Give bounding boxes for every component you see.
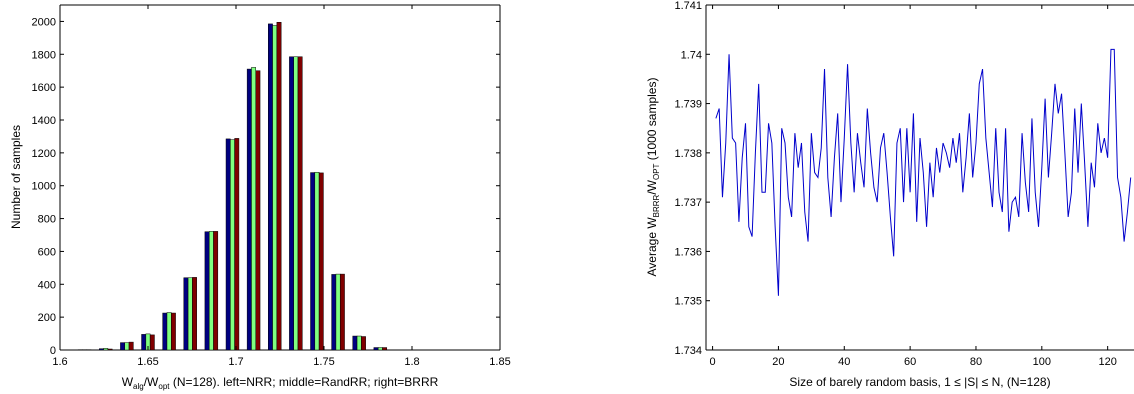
bar <box>246 68 252 351</box>
x-tick-label: 120 <box>1098 356 1116 368</box>
bar <box>128 341 134 351</box>
bar <box>331 274 337 351</box>
y-tick-label: 1.737 <box>674 197 702 209</box>
line-chart: 0 20 40 60 80 100 120 1.7341.7351.7361.7371.73… <box>645 0 1134 389</box>
bar <box>141 334 147 351</box>
x-tick-label: 100 <box>1033 356 1051 368</box>
x-tick-label: 1.65 <box>137 356 158 368</box>
bar <box>99 348 104 351</box>
y-tick-label: 2000 <box>32 16 56 28</box>
y-tick-label: 1800 <box>32 49 56 61</box>
y-tick-labels: 1.734 1.735 1.736 1.737 1.738 1.739 1.74 1.741 <box>674 0 710 357</box>
bar <box>107 348 113 351</box>
y-tick-label: 1200 <box>32 148 56 160</box>
x-tick-label: 60 <box>904 356 916 368</box>
histogram-chart: 1.6 1.65 1.7 1.75 1.8 1.85 020040060080010001… <box>9 4 511 391</box>
bar <box>272 25 278 351</box>
x-tick-label: 40 <box>838 356 850 368</box>
bar <box>339 273 345 351</box>
bar <box>166 312 172 351</box>
x-tick-label: 80 <box>970 356 982 368</box>
bar <box>162 312 168 351</box>
bars <box>77 22 388 351</box>
bar <box>204 231 210 351</box>
bar <box>213 231 219 351</box>
y-tick-label: 1600 <box>32 82 56 94</box>
bar <box>251 67 256 351</box>
x-axis-label: Size of barely random basis, 1 ≤ |S| ≤ N… <box>789 375 1050 389</box>
bar <box>310 172 316 351</box>
bar <box>293 56 299 351</box>
y-tick-label: 1.738 <box>674 148 702 160</box>
bar <box>255 70 261 351</box>
y-tick-label: 0 <box>50 345 56 357</box>
x-axis-label: Walg/Wopt (N=128). left=NRR; middle=Rand… <box>122 375 439 391</box>
y-tick-label: 600 <box>38 246 56 258</box>
y-tick-label: 1400 <box>32 115 56 127</box>
bar <box>314 171 320 351</box>
y-tick-label: 400 <box>38 279 56 291</box>
x-tick-label: 1.75 <box>313 356 334 368</box>
x-tick-label: 20 <box>772 356 784 368</box>
y-tick-label: 1.736 <box>674 246 702 258</box>
y-tick-label: 1.739 <box>674 99 702 111</box>
bar <box>124 342 130 351</box>
y-tick-label: 1.734 <box>674 345 702 357</box>
y-tick-labels: 0 200 400 600 800 1000 1200 1400 1600 1800 2000 <box>32 16 500 357</box>
bar <box>318 172 324 351</box>
x-tick-label: 1.6 <box>52 356 67 368</box>
bar <box>192 277 197 351</box>
bar <box>183 277 189 351</box>
bar <box>225 138 231 351</box>
y-tick-label: 1.735 <box>674 296 702 308</box>
bar <box>187 277 193 351</box>
bar <box>230 139 235 351</box>
bar <box>268 23 273 351</box>
x-tick-label: 0 <box>710 356 716 368</box>
y-tick-label: 1000 <box>32 181 56 193</box>
bar <box>208 231 214 351</box>
bar <box>352 335 358 351</box>
bar <box>149 334 155 351</box>
x-tick-label: 1.7 <box>228 356 243 368</box>
x-tick-labels: 1.6 1.65 1.7 1.75 1.8 1.85 <box>52 5 511 368</box>
x-tick-labels: 0 20 40 60 80 100 120 <box>710 5 1117 368</box>
bar <box>373 347 379 351</box>
bar <box>297 56 303 351</box>
y-axis-label: Number of samples <box>9 125 23 229</box>
x-tick-label: 1.85 <box>489 356 510 368</box>
y-tick-label: 1.741 <box>674 0 702 12</box>
y-tick-label: 800 <box>38 214 56 226</box>
y-tick-label: 1.74 <box>681 49 702 61</box>
axes-right <box>705 4 1134 351</box>
bar <box>276 22 282 351</box>
y-axis-label: Average WBRRR/WOPT (1000 samples) <box>645 78 661 277</box>
y-tick-label: 200 <box>38 312 56 324</box>
bar <box>382 347 388 351</box>
bar <box>289 56 294 351</box>
bar <box>103 348 109 351</box>
series-line <box>715 48 1132 296</box>
bar <box>377 347 383 351</box>
x-tick-label: 1.8 <box>404 356 419 368</box>
bar <box>356 335 362 351</box>
bar <box>361 336 366 351</box>
bar <box>234 138 240 351</box>
bar <box>335 273 341 351</box>
bar <box>171 312 176 351</box>
bar <box>120 342 125 351</box>
